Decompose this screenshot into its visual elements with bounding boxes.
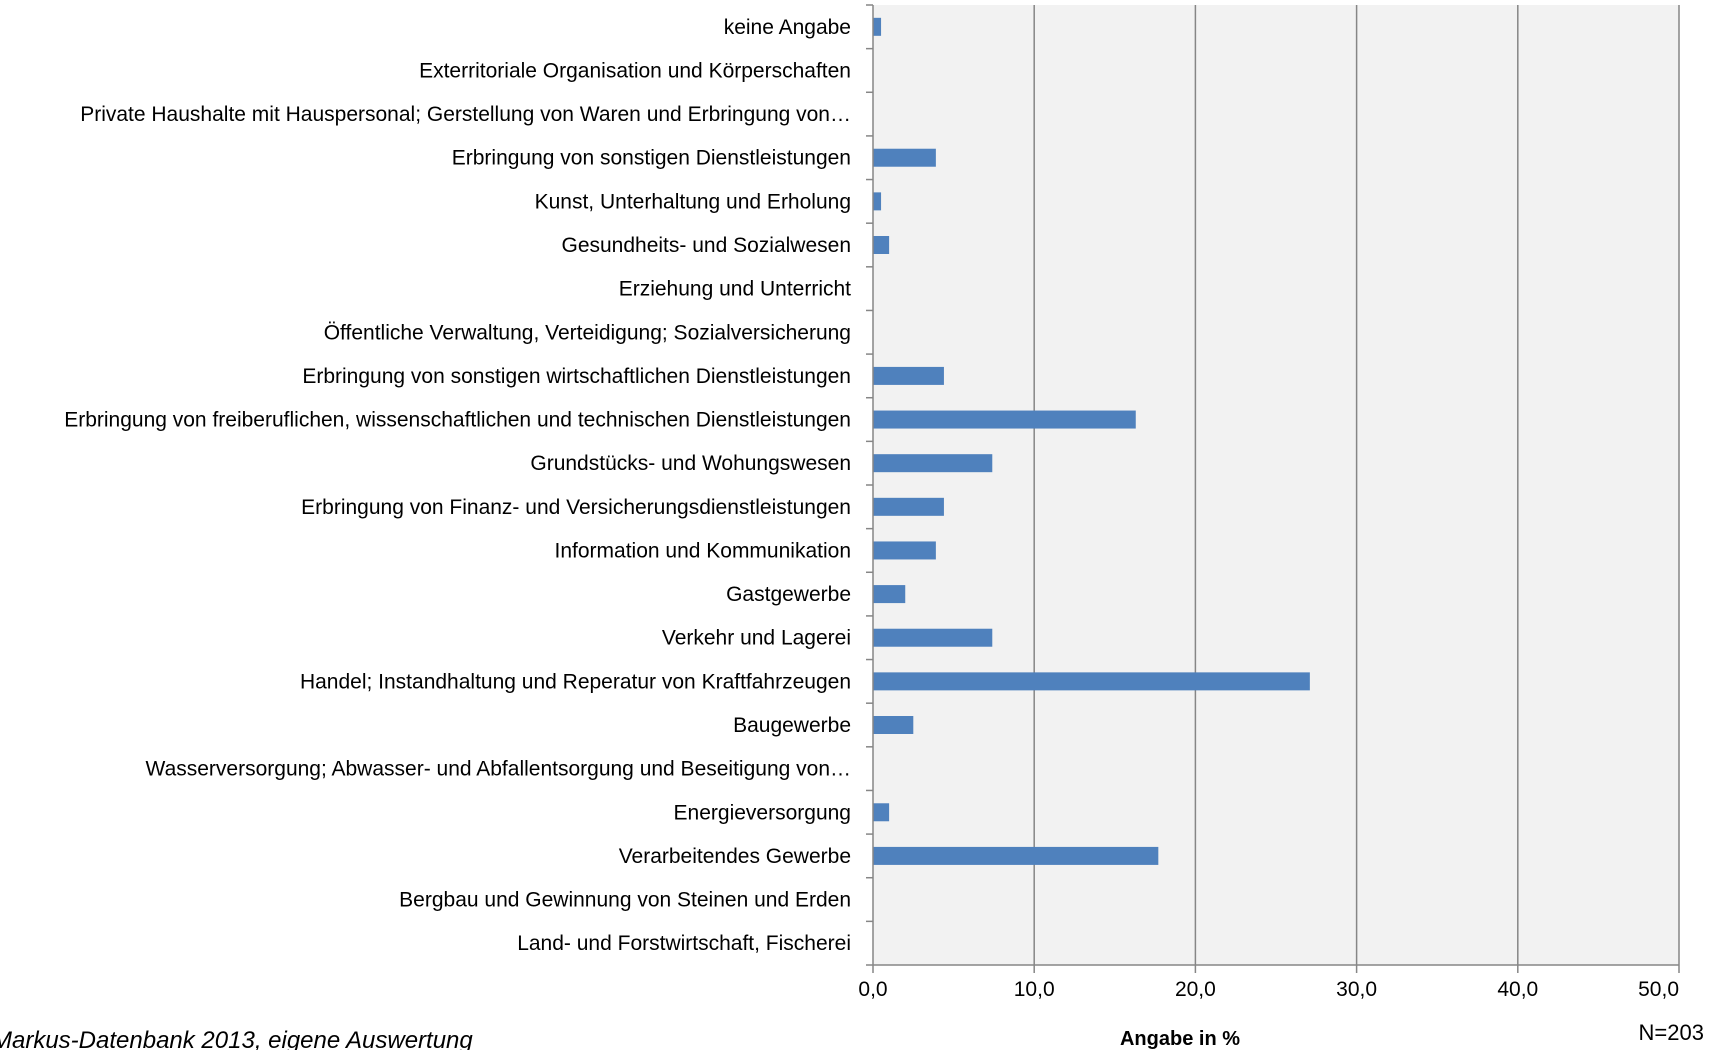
plot-area [873,5,1679,965]
bar [873,846,1159,865]
category-label: Handel; Instandhaltung und Reperatur von… [300,670,851,693]
bars [873,17,1310,865]
bar [873,236,890,254]
category-label: Grundstücks- und Wohungswesen [530,452,851,475]
x-axis: 0,0 10,0 20,0 30,0 40,0 50,0 [858,964,1680,1001]
category-label: Erbringung von sonstigen wirtschaftliche… [302,365,851,388]
x-tick-label: 0,0 [858,978,887,1001]
category-label: Information und Kommunikation [555,539,852,562]
category-label: Gesundheits- und Sozialwesen [561,234,851,257]
bar [873,366,944,385]
sample-size-note: N=203 [1639,1020,1704,1045]
category-label: Bergbau und Gewinnung von Steinen und Er… [399,889,851,912]
category-label: Baugewerbe [733,714,851,737]
category-label: Kunst, Unterhaltung und Erholung [535,190,851,213]
x-tick-label: 40,0 [1497,978,1538,1001]
x-axis-title: Angabe in % [1120,1028,1240,1050]
x-tick-label: 30,0 [1336,978,1377,1001]
gridlines [1033,5,1680,965]
bar [873,672,1310,691]
x-tick-label: 50,0 [1638,978,1679,1001]
category-label: Land- und Forstwirtschaft, Fischerei [517,932,851,955]
bar [873,541,936,560]
category-label: Wasserversorgung; Abwasser- und Abfallen… [146,758,851,781]
source-note: Markus-Datenbank 2013, eigene Auswertung [0,1027,473,1050]
category-label: Erbringung von freiberuflichen, wissensc… [64,409,851,432]
bar [873,454,993,473]
x-tick-label: 10,0 [1014,978,1055,1001]
category-label: Energieversorgung [674,801,851,824]
category-label: Erbringung von sonstigen Dienstleistunge… [452,147,851,170]
bar [873,497,944,516]
x-tick-label: 20,0 [1175,978,1216,1001]
category-label: Erbringung von Finanz- und Versicherungs… [301,496,851,519]
bar [873,803,890,822]
category-label: Verkehr und Lagerei [662,627,851,650]
bar [873,410,1136,429]
bar [873,192,882,211]
y-axis [866,4,874,966]
bar [873,585,906,604]
category-label: Verarbeitendes Gewerbe [619,845,851,868]
bar [873,716,914,734]
category-label: Öffentliche Verwaltung, Verteidigung; So… [324,321,851,344]
bar [873,148,936,167]
category-label: keine Angabe [724,16,851,39]
category-label: Gastgewerbe [726,583,851,606]
category-label: Erziehung und Unterricht [619,278,851,301]
bar [873,628,993,647]
bar [873,17,882,36]
category-label: Private Haushalte mit Hauspersonal; Gers… [80,103,851,126]
category-labels: keine Angabe Exterritoriale Organisation … [64,16,851,955]
category-label: Exterritoriale Organisation und Körpersc… [419,59,851,82]
